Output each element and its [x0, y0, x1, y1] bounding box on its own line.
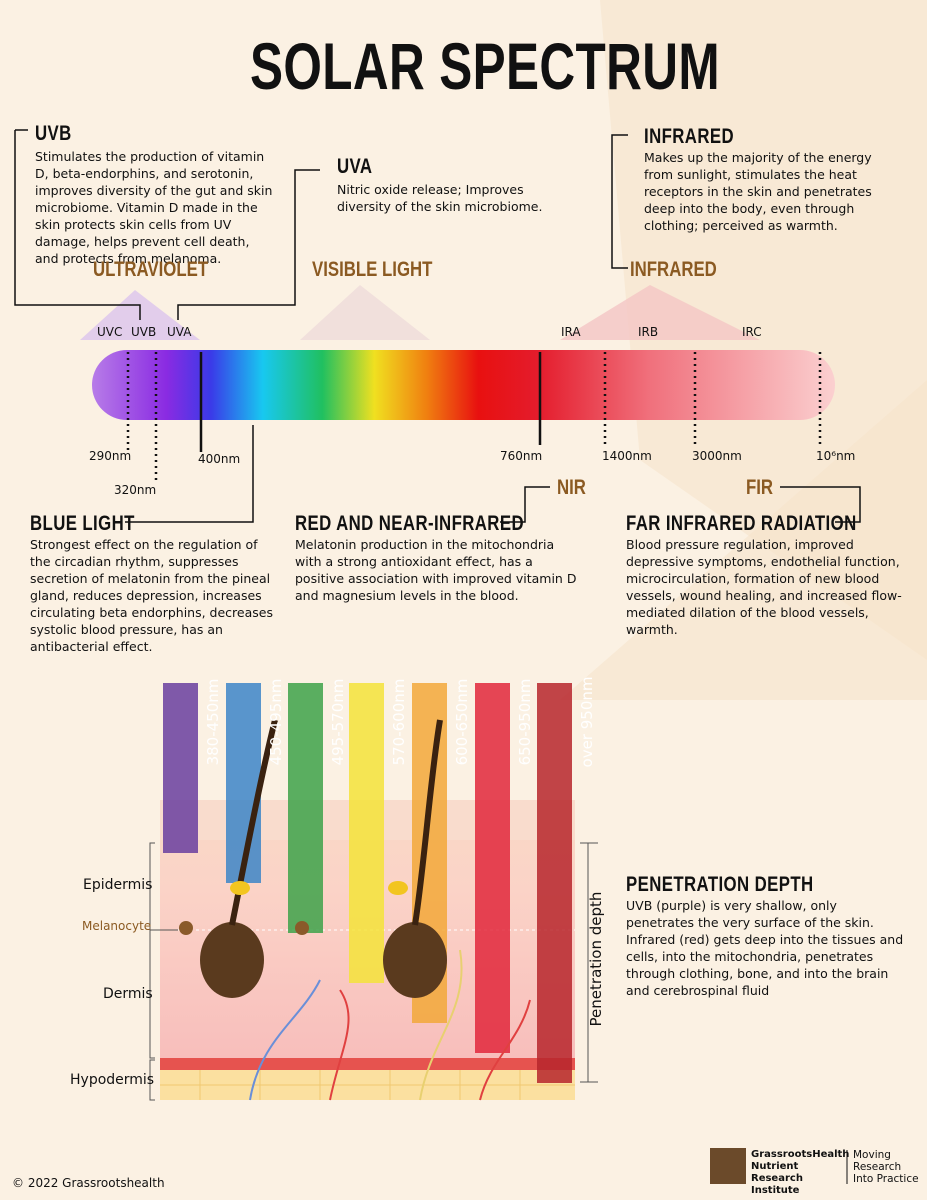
text: Makes up the majority of the energy from…: [644, 150, 872, 233]
heading: UVB: [35, 122, 72, 145]
sub-band: UVA: [167, 325, 192, 339]
wavelength: 320nm: [114, 483, 157, 497]
axis-label: Penetration depth: [587, 892, 605, 1027]
skin-layer: Dermis: [103, 986, 153, 1002]
text: Strongest effect on the regulation of th…: [30, 537, 273, 654]
heading: FAR INFRARED RADIATION: [626, 512, 857, 535]
wavelength: 760nm: [500, 449, 543, 463]
bar-label: 570-600nm: [390, 679, 408, 766]
bar-label: 600-650nm: [453, 679, 471, 766]
heading: UVA: [337, 155, 373, 178]
sub-band: UVC: [97, 325, 123, 339]
heading: BLUE LIGHT: [30, 512, 135, 535]
sub-band: IRA: [561, 325, 581, 339]
skin-layer: Melanocyte: [82, 919, 152, 933]
bar-label: 450-495nm: [267, 679, 285, 766]
org-name: GrassrootsHealth Nutrient Research Insti…: [751, 1149, 850, 1196]
skin-layer: Hypodermis: [70, 1072, 155, 1088]
wavelength: 10⁶nm: [816, 449, 856, 463]
sub-band: IRC: [742, 325, 762, 339]
logo-icon: [710, 1148, 746, 1184]
bar-label: 495-570nm: [329, 679, 347, 766]
band-label: VISIBLE LIGHT: [312, 258, 433, 281]
heading: INFRARED: [644, 125, 734, 148]
bar-label: over 950nm: [578, 677, 596, 768]
tagline: Moving Research Into Practice: [853, 1149, 919, 1185]
heading: RED AND NEAR-INFRARED: [295, 512, 524, 535]
text: Melatonin production in the mitochondria…: [295, 537, 577, 603]
skin-layer: Epidermis: [83, 877, 153, 893]
band-label: ULTRAVIOLET: [93, 258, 209, 281]
sub-band: IRB: [638, 325, 659, 339]
title: SOLAR SPECTRUM: [250, 29, 721, 103]
bar-label: 380-450nm: [204, 679, 222, 766]
band-label: NIR: [557, 476, 586, 499]
heading: PENETRATION DEPTH: [626, 873, 814, 896]
copyright: © 2022 Grassrootshealth: [12, 1176, 165, 1190]
wavelength: 3000nm: [692, 449, 742, 463]
text: Blood pressure regulation, improved depr…: [626, 537, 902, 637]
band-label: FIR: [746, 476, 774, 499]
wavelength: 400nm: [198, 452, 241, 466]
wavelength: 1400nm: [602, 449, 652, 463]
wavelength: 290nm: [89, 449, 132, 463]
sub-band: UVB: [131, 325, 157, 339]
band-label: INFRARED: [630, 258, 717, 281]
bar-label: 650-950nm: [516, 679, 534, 766]
text: Nitric oxide release; Improves diversity…: [337, 182, 543, 214]
text: UVB (purple) is very shallow, only penet…: [626, 898, 904, 998]
text: Stimulates the production of vitamin D, …: [35, 149, 273, 266]
